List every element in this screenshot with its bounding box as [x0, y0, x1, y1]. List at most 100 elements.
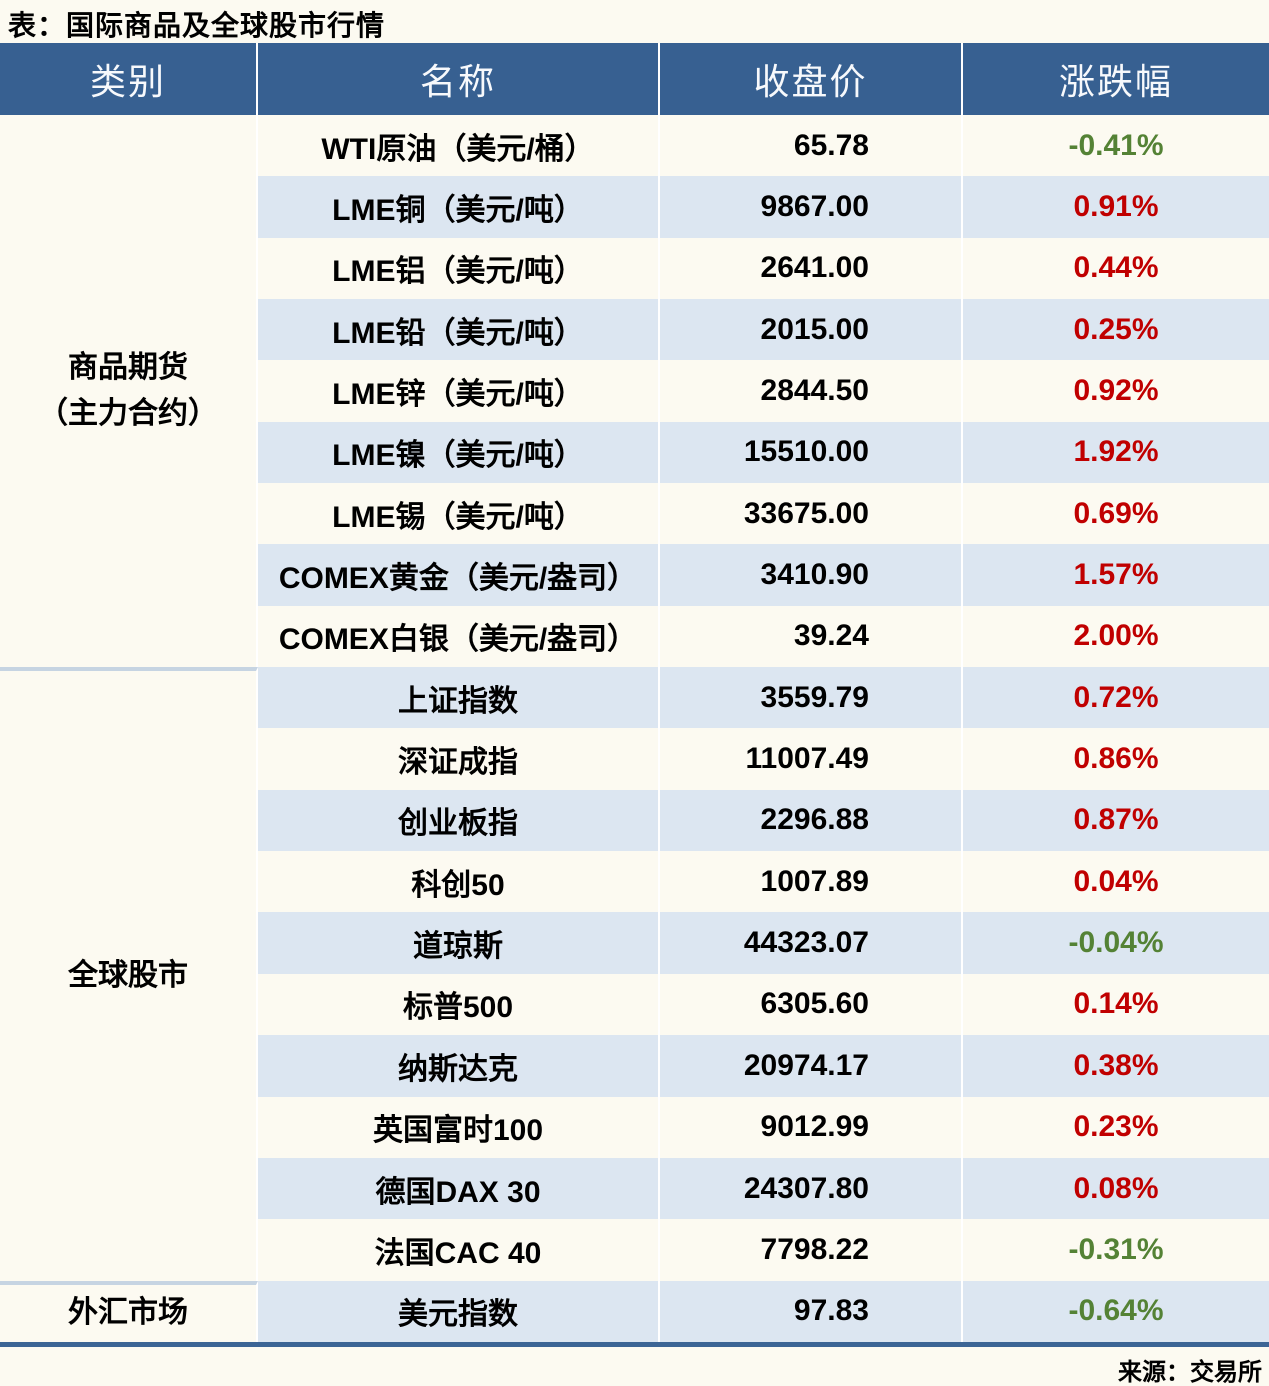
instrument-name: 法国CAC 40	[258, 1219, 660, 1281]
table-row: 纳斯达克 20974.17 0.38%	[258, 1035, 1269, 1097]
table-row: 法国CAC 40 7798.22 -0.31%	[258, 1219, 1269, 1281]
close-price: 9867.00	[660, 176, 963, 238]
change-percent: 0.14%	[1073, 987, 1159, 1021]
close-price: 2641.00	[660, 237, 963, 300]
close-price: 7798.22	[660, 1219, 963, 1281]
table-header-row: 类别 名称 收盘价 涨跌幅	[0, 43, 1269, 115]
instrument-name: 创业板指	[258, 789, 660, 852]
close-price: 9012.99	[660, 1096, 963, 1158]
instrument-name: COMEX白银（美元/盎司）	[258, 605, 660, 668]
change-percent: 0.08%	[1073, 1171, 1159, 1205]
change-percent: 0.23%	[1073, 1110, 1159, 1144]
category-label-line2: （主力合约）	[38, 397, 218, 431]
section-forex: 外汇市场 美元指数 97.83 -0.64%	[0, 1280, 1269, 1342]
close-price: 11007.49	[660, 728, 963, 790]
table-row: 深证成指 11007.49 0.86%	[258, 728, 1269, 790]
close-price: 6305.60	[660, 973, 963, 1036]
category-cell: 商品期货 （主力合约）	[0, 115, 258, 668]
instrument-name: 上证指数	[258, 667, 660, 729]
instrument-name: 美元指数	[258, 1280, 660, 1342]
table-row: 创业板指 2296.88 0.87%	[258, 789, 1269, 852]
close-price: 97.83	[660, 1280, 963, 1342]
section-rows: 上证指数 3559.79 0.72% 深证成指 11007.49 0.86% 创…	[258, 667, 1269, 1281]
category-cell: 外汇市场	[0, 1280, 258, 1342]
close-price: 33675.00	[660, 483, 963, 545]
section-global-stocks: 全球股市 上证指数 3559.79 0.72% 深证成指 11007.49 0.…	[0, 667, 1269, 1281]
header-close-price: 收盘价	[660, 43, 963, 115]
header-name: 名称	[258, 43, 660, 115]
category-label-line1: 全球股市	[68, 958, 188, 992]
change-percent: 0.87%	[1073, 803, 1159, 837]
change-percent: 0.38%	[1073, 1048, 1159, 1082]
page-title: 表：国际商品及全球股市行情	[8, 10, 386, 41]
instrument-name: LME镍（美元/吨）	[258, 421, 660, 484]
table-row: 标普500 6305.60 0.14%	[258, 973, 1269, 1036]
close-price: 2015.00	[660, 299, 963, 361]
close-price: 39.24	[660, 605, 963, 668]
instrument-name: 科创50	[258, 851, 660, 913]
change-percent: 0.92%	[1073, 374, 1159, 408]
table-row: LME铝（美元/吨） 2641.00 0.44%	[258, 237, 1269, 300]
source-note: 来源：交易所	[1118, 1359, 1262, 1386]
table-row: LME锌（美元/吨） 2844.50 0.92%	[258, 360, 1269, 422]
change-percent: -0.41%	[1068, 128, 1164, 162]
close-price: 24307.80	[660, 1157, 963, 1220]
table-row: COMEX黄金（美元/盎司） 3410.90 1.57%	[258, 544, 1269, 606]
table-row: WTI原油（美元/桶） 65.78 -0.41%	[258, 115, 1269, 177]
table-row: LME镍（美元/吨） 15510.00 1.92%	[258, 421, 1269, 484]
table-row: 上证指数 3559.79 0.72%	[258, 667, 1269, 729]
table-row: 科创50 1007.89 0.04%	[258, 851, 1269, 913]
instrument-name: 德国DAX 30	[258, 1157, 660, 1220]
close-price: 15510.00	[660, 421, 963, 484]
close-price: 65.78	[660, 115, 963, 177]
close-price: 20974.17	[660, 1035, 963, 1097]
change-percent: 0.25%	[1073, 312, 1159, 346]
table-row: LME铜（美元/吨） 9867.00 0.91%	[258, 176, 1269, 238]
change-percent: 1.57%	[1073, 558, 1159, 592]
instrument-name: 英国富时100	[258, 1096, 660, 1158]
change-percent: -0.64%	[1068, 1294, 1164, 1328]
table-row: 德国DAX 30 24307.80 0.08%	[258, 1157, 1269, 1220]
instrument-name: LME铅（美元/吨）	[258, 299, 660, 361]
category-cell: 全球股市	[0, 667, 258, 1281]
table-row: 道琼斯 44323.07 -0.04%	[258, 912, 1269, 974]
category-label-line1: 外汇市场	[68, 1295, 188, 1329]
table-row: 英国富时100 9012.99 0.23%	[258, 1096, 1269, 1158]
instrument-name: 纳斯达克	[258, 1035, 660, 1097]
instrument-name: LME铝（美元/吨）	[258, 237, 660, 300]
instrument-name: 道琼斯	[258, 912, 660, 974]
change-percent: 0.86%	[1073, 742, 1159, 776]
instrument-name: 深证成指	[258, 728, 660, 790]
header-category: 类别	[0, 43, 258, 115]
change-percent: 0.44%	[1073, 251, 1159, 285]
instrument-name: LME锡（美元/吨）	[258, 483, 660, 545]
instrument-name: LME铜（美元/吨）	[258, 176, 660, 238]
instrument-name: LME锌（美元/吨）	[258, 360, 660, 422]
close-price: 2296.88	[660, 789, 963, 852]
section-rows: 美元指数 97.83 -0.64%	[258, 1280, 1269, 1342]
table-row: 美元指数 97.83 -0.64%	[258, 1280, 1269, 1342]
close-price: 3559.79	[660, 667, 963, 729]
change-percent: 2.00%	[1073, 619, 1159, 653]
market-table: 类别 名称 收盘价 涨跌幅 商品期货 （主力合约） WTI原油（美元/桶） 65…	[0, 43, 1269, 1347]
section-commodity-futures: 商品期货 （主力合约） WTI原油（美元/桶） 65.78 -0.41% LME…	[0, 115, 1269, 668]
table-row: LME锡（美元/吨） 33675.00 0.69%	[258, 483, 1269, 545]
change-percent: 0.91%	[1073, 190, 1159, 224]
table-row: COMEX白银（美元/盎司） 39.24 2.00%	[258, 605, 1269, 668]
instrument-name: WTI原油（美元/桶）	[258, 115, 660, 177]
change-percent: -0.04%	[1068, 926, 1164, 960]
close-price: 2844.50	[660, 360, 963, 422]
close-price: 44323.07	[660, 912, 963, 974]
change-percent: 0.04%	[1073, 864, 1159, 898]
change-percent: -0.31%	[1068, 1232, 1164, 1266]
instrument-name: COMEX黄金（美元/盎司）	[258, 544, 660, 606]
table-row: LME铅（美元/吨） 2015.00 0.25%	[258, 299, 1269, 361]
change-percent: 1.92%	[1073, 435, 1159, 469]
header-change: 涨跌幅	[1058, 61, 1173, 102]
category-label-line1: 商品期货	[68, 350, 188, 384]
close-price: 3410.90	[660, 544, 963, 606]
instrument-name: 标普500	[258, 973, 660, 1036]
change-percent: 0.72%	[1073, 680, 1159, 714]
close-price: 1007.89	[660, 851, 963, 913]
